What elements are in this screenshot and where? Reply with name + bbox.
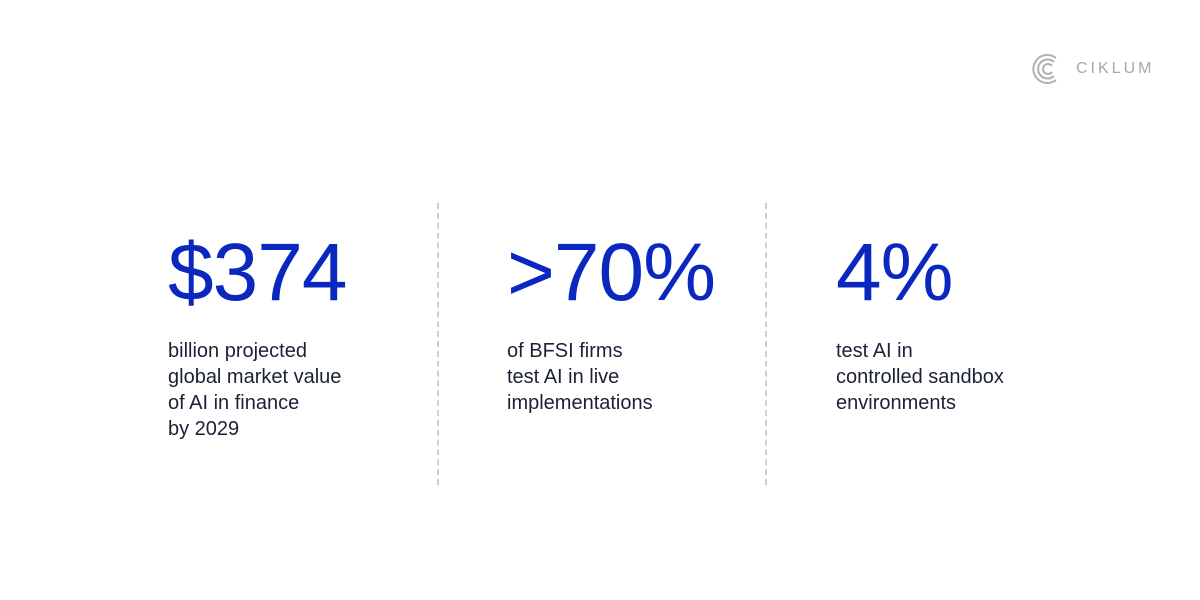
ciklum-logo: CIKLUM	[1030, 52, 1154, 86]
stat-sandbox: 4% test AI in controlled sandbox environ…	[836, 228, 1004, 416]
divider	[765, 203, 767, 485]
stat-value: 4%	[836, 227, 954, 318]
stat-value: >70%	[507, 227, 716, 318]
stat-description: billion projected global market value of…	[168, 340, 342, 440]
stat-value: $374	[168, 227, 347, 318]
stat-market-value: $374 billion projected global market val…	[168, 227, 347, 442]
stat-live-implementations: >70% of BFSI firms test AI in live imple…	[507, 227, 716, 416]
ciklum-c-logo-icon	[1032, 54, 1057, 84]
divider	[437, 203, 439, 485]
stat-description: of BFSI firms test AI in live implementa…	[507, 340, 653, 414]
stat-description: test AI in controlled sandbox environmen…	[836, 340, 1004, 414]
brand-name: CIKLUM	[1076, 60, 1155, 77]
